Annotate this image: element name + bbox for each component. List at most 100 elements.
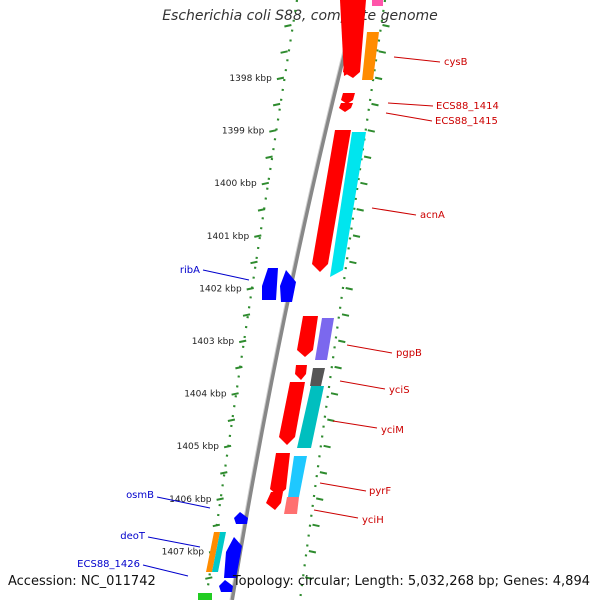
cysB-gene [340,0,355,76]
inner-tick [345,287,353,291]
outer-tick [250,260,258,265]
gene-label-osmB: osmB [126,490,154,501]
inner-tick [315,497,324,501]
gene-label-ECS88_1414: ECS88_1414 [436,101,499,112]
inner-tick [349,260,357,265]
outer-tick [216,497,224,501]
outer-tick [238,339,247,344]
inner-tick [352,234,361,238]
accession-label: Accession: NC_011742 [8,574,156,589]
gene-label-deoT: deoT [120,531,146,542]
ECS88_1414-leader [387,102,434,107]
pgpB-feature [297,316,318,357]
inner-tick [367,129,376,133]
gene-label-ECS88_1426: ECS88_1426 [77,559,140,570]
scale-label: 1407 kbp [162,547,205,557]
ribA-leader [202,269,250,281]
yciM-leader [332,420,378,429]
yciH-gene [284,497,299,514]
acnA-leader [371,207,417,216]
scale-label: 1404 kbp [184,390,227,400]
gene-labels: cysB ECS88_1414 ECS88_1415 acnA ribA pgp… [77,56,499,577]
pyrF-feature [270,453,290,496]
outer-tick [280,50,288,54]
ribA-gene [280,270,296,302]
inner-tick [319,471,328,475]
inner-tick [312,523,320,528]
pyrF-leader [319,482,367,492]
cysB-leader [393,56,441,63]
outer-tick [276,76,285,81]
outer-tick [261,181,270,186]
yciM-feature [279,382,305,445]
outer-tick [272,102,281,107]
deoT-leader [147,536,201,548]
ECS88_1415-leader [385,112,433,122]
gene-label-yciM: yciM [381,425,404,436]
acnA-gene [330,132,366,277]
inner-tick [341,313,350,317]
ECS88_1415-feature [339,103,353,112]
inner-tick [360,181,368,186]
ribA-feature [262,268,278,300]
outer-tick [212,523,221,528]
scale-label: 1402 kbp [199,284,242,294]
gene-label-yciH: yciH [362,515,384,526]
map-title: Escherichia coli S88, complete genome [162,8,438,24]
outer-tick [223,444,232,449]
gene-label-yciS: yciS [389,385,410,396]
scale-label: 1400 kbp [214,179,257,189]
inner-tick [304,576,313,580]
osmB-leader [156,496,211,509]
deoT-feature-cyan [212,532,226,572]
outer-tick [205,576,213,580]
outer-tick [246,287,254,291]
outer-tick [265,155,273,159]
gene-label-ribA: ribA [180,265,200,276]
gene-label-ECS88_1415: ECS88_1415 [435,116,498,127]
orange-gene-top [362,32,379,80]
gene-features-forward [198,268,296,600]
inner-tick [356,208,364,212]
ECS88_1414-feature [341,93,355,104]
yciH-feature [266,492,283,510]
ECS88_1426-feature [219,580,233,592]
scale-label: 1406 kbp [169,495,212,505]
outer-tick [254,234,262,238]
pink-gene-top [372,0,383,6]
gene-label-pgpB: pgpB [396,348,422,359]
pgpB-leader [346,344,393,354]
outer-tick [231,392,239,396]
outer-tick [242,313,251,317]
scale-label: 1405 kbp [177,442,220,452]
inner-tick [382,24,390,28]
outer-tick [220,471,228,475]
inner-tick [371,102,379,107]
outer-tick [257,208,266,212]
gene-label-acnA: acnA [420,210,445,221]
yciH-leader [313,509,359,519]
gene-features-reverse [284,0,383,514]
acnA-feature [312,130,351,272]
scale-label: 1398 kbp [229,74,272,84]
scale-label: 1401 kbp [207,232,250,242]
gene-label-cysB: cysB [444,57,468,68]
outer-tick [227,418,236,422]
inner-tick [363,155,372,159]
pyrF-gene [288,456,307,497]
outer-ruler [204,0,299,600]
inner-tick [334,365,342,370]
gene-label-pyrF: pyrF [369,486,391,497]
inner-tick [378,50,387,54]
inner-tick [330,392,339,396]
deoT-gene [224,537,242,578]
inner-ruler [298,0,387,600]
pgpB-gene [315,318,334,360]
outer-tick [269,129,277,133]
green-feature-bottom [198,593,212,600]
yciS-feature [295,365,307,380]
yciS-gene [310,368,325,386]
scale-labels: 1398 kbp 1399 kbp 1400 kbp 1401 kbp 1402 kbp… [162,74,272,557]
